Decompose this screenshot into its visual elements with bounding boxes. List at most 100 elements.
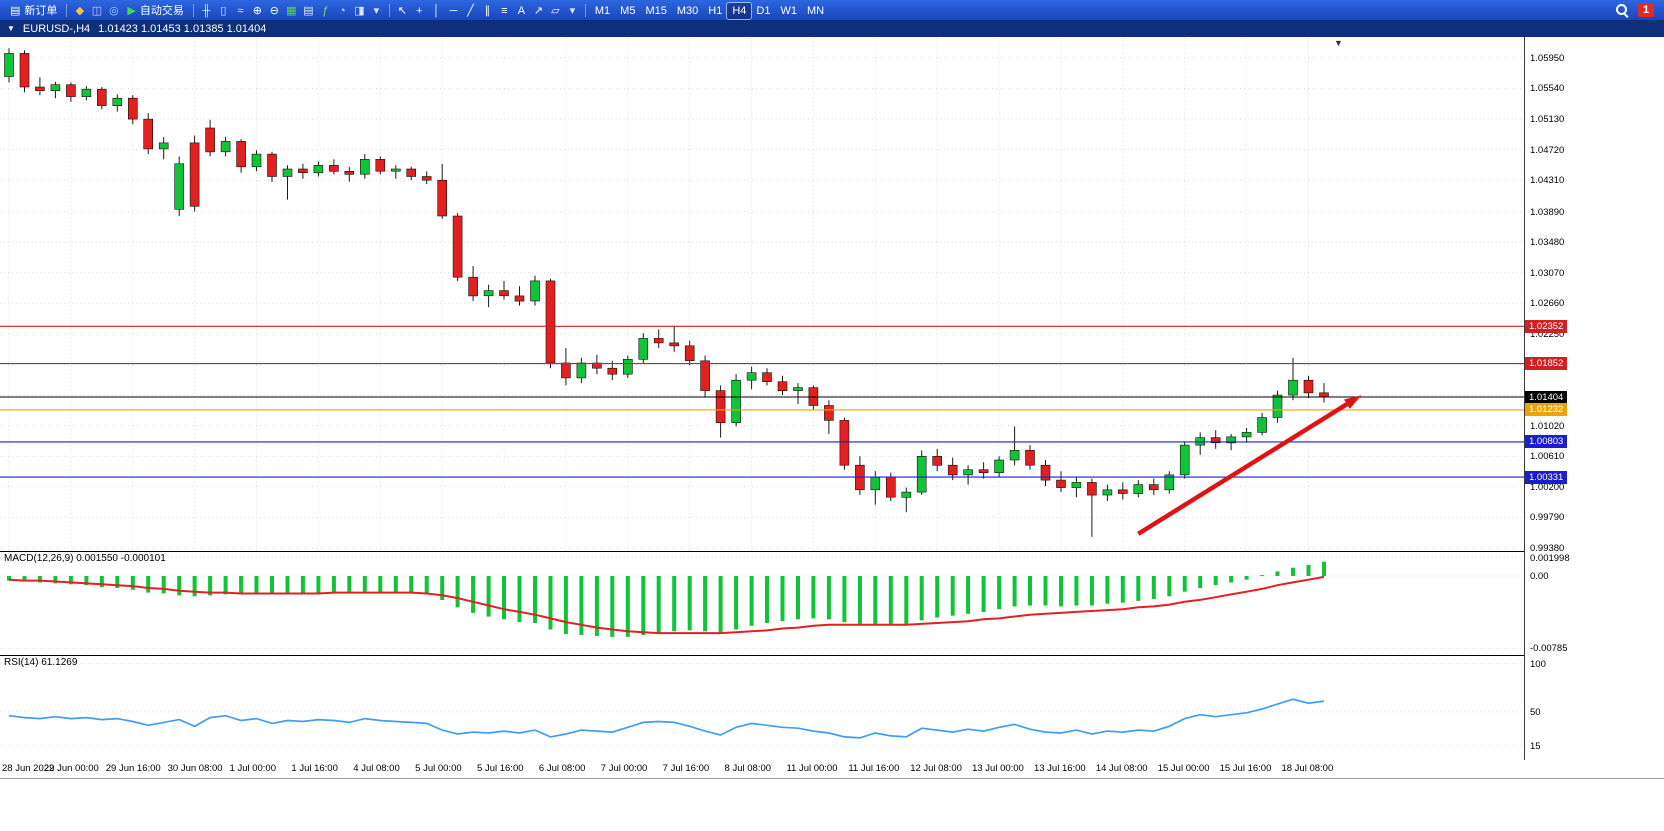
indicators-icon[interactable]: ƒ xyxy=(322,4,329,17)
candle-body xyxy=(638,338,649,360)
auto-trading-label: 自动交易 xyxy=(139,5,184,17)
support-icon[interactable]: ◎ xyxy=(109,4,119,17)
rsi-axis-label: 15 xyxy=(1530,740,1541,752)
macd-histogram-bar xyxy=(1198,576,1203,588)
fibonacci-icon[interactable]: ≡ xyxy=(501,4,508,17)
timeframe-h4-button[interactable]: H4 xyxy=(726,2,753,20)
candlestick-chart-icon[interactable]: ▯ xyxy=(220,4,227,17)
macd-histogram-bar xyxy=(780,576,785,622)
timeframe-d1-button[interactable]: D1 xyxy=(756,5,771,17)
candle-body xyxy=(885,476,896,498)
candle-body xyxy=(66,84,76,97)
arrow-objects-icon[interactable]: ↗ xyxy=(533,4,543,17)
candle-body xyxy=(1272,394,1283,418)
horizontal-line-icon[interactable]: ─ xyxy=(449,4,458,17)
text-label-icon[interactable]: A xyxy=(517,4,526,17)
time-tick-label: 11 Jul 16:00 xyxy=(848,763,900,774)
crosshair-icon[interactable]: + xyxy=(416,4,423,17)
time-tick-label: 8 Jul 08:00 xyxy=(724,763,772,774)
candle-body xyxy=(128,97,138,120)
macd-chart[interactable] xyxy=(0,552,1524,655)
timeframe-h1-button[interactable]: H1 xyxy=(708,5,723,17)
template-icon[interactable]: ◨ xyxy=(354,4,365,17)
price-axis: 1.05950 1.05540 1.05130 1.04720 1.04310 1.038… xyxy=(1524,37,1664,760)
notification-badge[interactable]: 1 xyxy=(1638,3,1654,17)
macd-histogram-bar xyxy=(68,576,73,585)
candle-body xyxy=(1025,449,1035,466)
candle-body xyxy=(499,290,509,297)
time-tick-label: 5 Jul 16:00 xyxy=(477,763,524,774)
shapes-icon[interactable]: ▱ xyxy=(551,4,560,17)
macd-histogram-bar xyxy=(981,576,986,612)
auto-trading-button[interactable]: ▶ 自动交易 xyxy=(122,1,188,19)
macd-histogram-bar xyxy=(130,576,135,590)
new-order-button[interactable]: ▤ 新订单 xyxy=(5,1,62,19)
time-tick-label: 14 Jul 08:00 xyxy=(1095,763,1148,774)
grid-icon[interactable]: ▦ xyxy=(286,4,297,17)
rsi-panel[interactable]: RSI(14) 61.1269 xyxy=(0,656,1524,761)
macd-histogram-bar xyxy=(517,576,522,623)
chevron-down-icon[interactable]: ▾ xyxy=(569,4,576,17)
candle-body xyxy=(50,84,61,92)
chevron-down-icon[interactable]: ▾ xyxy=(373,4,380,17)
macd-histogram-bar xyxy=(177,576,182,596)
timeframe-mn-button[interactable]: MN xyxy=(806,5,825,17)
macd-histogram-bar xyxy=(1213,576,1218,586)
macd-histogram-bar xyxy=(1089,576,1094,606)
chart-list-icon[interactable]: ▤ xyxy=(303,4,314,17)
candle-body xyxy=(1164,474,1175,491)
deposit-gold-icon[interactable]: ◆ xyxy=(75,4,85,17)
candle-body xyxy=(1056,479,1066,488)
line-chart-icon[interactable]: ≈ xyxy=(237,4,244,17)
candle-body xyxy=(468,276,478,297)
rsi-chart[interactable] xyxy=(0,656,1524,760)
candle-body xyxy=(143,118,153,150)
macd-histogram-bar xyxy=(533,576,537,623)
candle-body xyxy=(267,153,277,177)
bar-chart-icon[interactable]: ╫ xyxy=(202,4,211,17)
vertical-line-icon[interactable]: │ xyxy=(432,4,440,17)
macd-histogram-bar xyxy=(641,576,646,635)
cursor-icon[interactable]: ↖ xyxy=(397,4,407,17)
candle-body xyxy=(298,168,308,174)
candle-body xyxy=(916,455,927,493)
candle-body xyxy=(1241,432,1252,438)
candle-body xyxy=(282,168,293,177)
price-tick-label: 1.04720 xyxy=(1530,144,1565,156)
trend-arrow[interactable] xyxy=(1137,402,1349,536)
candle-body xyxy=(205,127,215,153)
price-tick-label: 1.05130 xyxy=(1530,114,1565,126)
macd-histogram-bar xyxy=(1074,576,1079,606)
time-axis: 28 Jun 2022 29 Jun 00:00 29 Jun 16:00 30 Ju… xyxy=(0,760,1664,779)
timeframe-m30-button[interactable]: M30 xyxy=(676,5,699,17)
chart-shift-icon[interactable]: ▼ xyxy=(1334,38,1343,48)
search-icon[interactable] xyxy=(1615,3,1629,17)
zoom-out-icon[interactable]: ⊖ xyxy=(269,4,279,17)
price-tag-1.01232: 1.01232 xyxy=(1525,403,1568,417)
zoom-in-icon[interactable]: ⊕ xyxy=(252,4,262,17)
timeframe-clock-icon[interactable]: ◔ xyxy=(339,4,346,17)
macd-axis-label: 0.00 xyxy=(1530,570,1549,582)
channel-icon[interactable]: ∥ xyxy=(484,4,491,17)
candle-body xyxy=(669,342,680,347)
macd-histogram-bar xyxy=(239,576,244,595)
timeframe-m1-button[interactable]: M1 xyxy=(594,5,611,17)
macd-panel[interactable]: MACD(12,26,9) 0.001550 -0.000101 xyxy=(0,552,1524,656)
macd-histogram-bar xyxy=(393,576,398,593)
macd-signal-line xyxy=(8,575,1325,635)
candlestick-chart[interactable] xyxy=(0,37,1524,551)
price-chart-panel[interactable] xyxy=(0,37,1524,552)
timeframe-m5-button[interactable]: M5 xyxy=(620,5,636,17)
chart-menu-icon[interactable]: ▼ xyxy=(7,24,15,33)
timeframe-w1-button[interactable]: W1 xyxy=(780,5,797,17)
timeframe-m15-button[interactable]: M15 xyxy=(645,5,667,17)
macd-histogram-bar xyxy=(285,576,290,595)
accounts-icon[interactable]: ◫ xyxy=(91,4,103,17)
price-tick-label: 1.03070 xyxy=(1530,267,1565,279)
macd-histogram-bar xyxy=(1043,576,1048,606)
time-tick-label: 5 Jul 00:00 xyxy=(415,763,462,774)
macd-histogram-bar xyxy=(378,576,383,593)
candle-body xyxy=(174,163,184,210)
trendline-icon[interactable]: ╱ xyxy=(467,4,474,17)
macd-histogram-bar xyxy=(1244,576,1249,580)
